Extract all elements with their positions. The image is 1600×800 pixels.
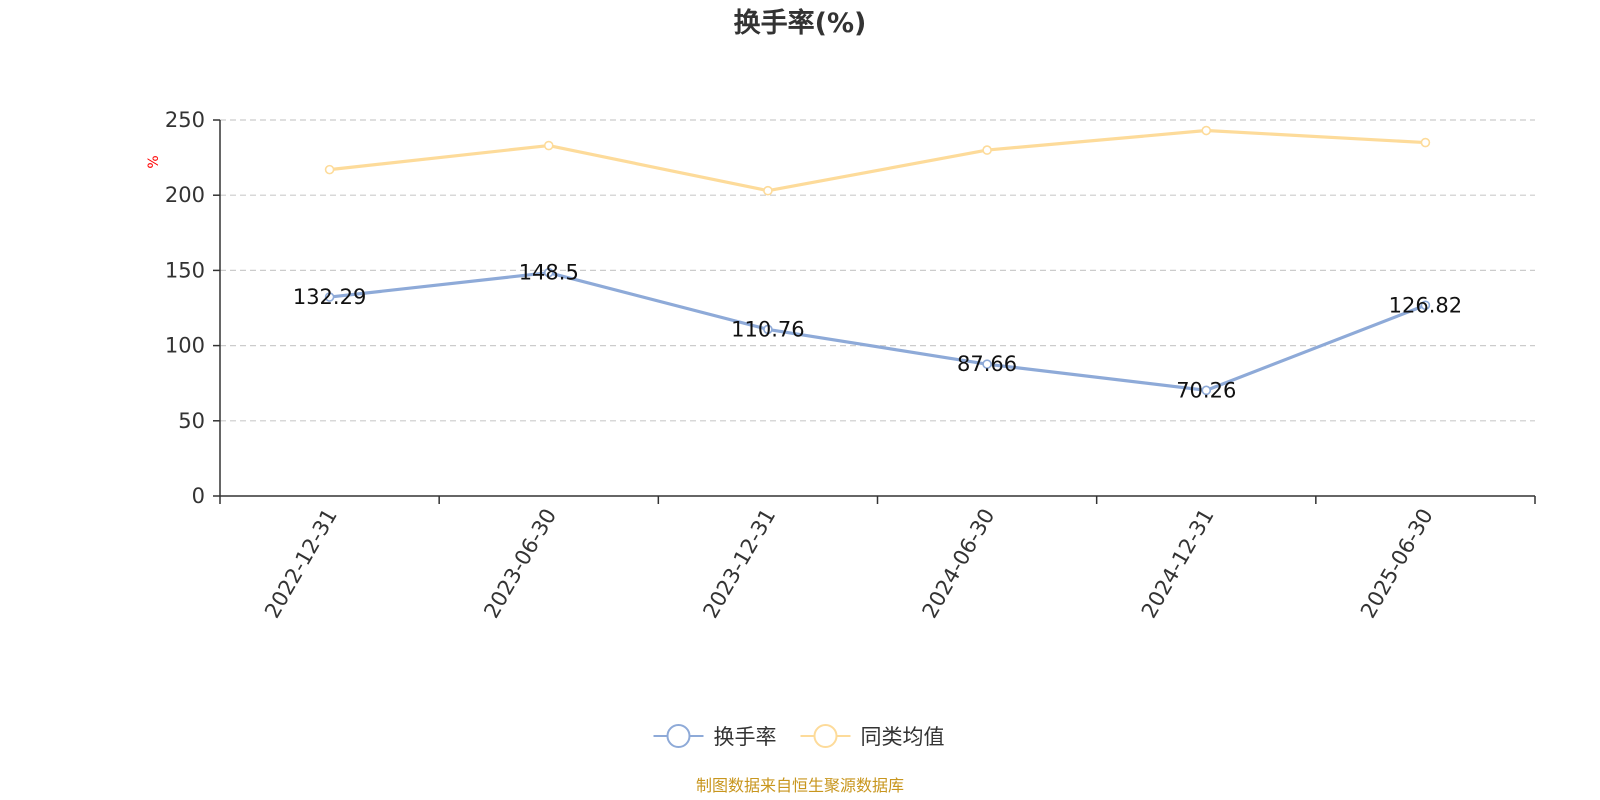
data-labels: 132.29 148.5 110.76 87.66 70.26 126.82 xyxy=(293,261,1462,403)
y-tick-label: 150 xyxy=(165,258,205,282)
data-point xyxy=(324,292,335,302)
data-point xyxy=(1420,300,1431,311)
gridlines xyxy=(220,119,1535,422)
series-layer xyxy=(324,125,1431,396)
x-tick-label: 2023-12-31 xyxy=(698,505,780,623)
data-point xyxy=(1201,385,1212,396)
source-note: 制图数据来自恒生聚源数据库 xyxy=(696,776,904,795)
data-point xyxy=(763,185,773,196)
data-point xyxy=(324,164,335,175)
y-axis-label: % xyxy=(146,155,162,168)
y-tick-label: 50 xyxy=(178,409,205,433)
data-label: 87.66 xyxy=(957,352,1017,376)
x-tick-label: 2023-06-30 xyxy=(479,505,561,623)
legend-label: 同类均值 xyxy=(861,725,945,749)
data-point xyxy=(982,359,992,369)
x-tick-label: 2022-12-31 xyxy=(260,505,342,623)
legend-item-1: 同类均值 xyxy=(800,724,945,749)
series-line-1 xyxy=(327,128,1428,193)
legend: 换手率 同类均值 xyxy=(653,724,945,749)
data-label: 132.29 xyxy=(293,285,366,309)
legend-marker xyxy=(666,724,691,748)
x-tick-label: 2024-06-30 xyxy=(918,504,1000,622)
y-tick-label: 0 xyxy=(192,484,205,508)
y-tick-label: 200 xyxy=(165,183,205,207)
legend-item-0: 换手率 xyxy=(653,724,777,749)
data-point xyxy=(1420,137,1431,148)
data-label: 70.26 xyxy=(1176,378,1236,402)
data-point xyxy=(543,140,554,151)
y-tick-label: 250 xyxy=(165,108,205,132)
chart-title: 换手率(%) xyxy=(734,7,867,39)
data-label: 126.82 xyxy=(1389,293,1462,317)
data-point xyxy=(763,324,773,335)
data-label: 148.5 xyxy=(519,261,579,285)
data-point xyxy=(982,145,992,155)
x-tick-label: 2024-12-31 xyxy=(1137,505,1219,623)
axes: 0 50 100 150 200 250 2022-12-31 2023-06-30 2023-… xyxy=(165,108,1536,623)
data-point xyxy=(543,267,554,278)
series-line-0 xyxy=(327,271,1428,392)
y-tick-label: 100 xyxy=(165,334,205,358)
data-label: 110.76 xyxy=(731,317,804,341)
data-point xyxy=(1201,125,1212,136)
legend-marker xyxy=(813,724,838,748)
x-tick-label: 2025-06-30 xyxy=(1356,505,1438,623)
legend-label: 换手率 xyxy=(714,725,777,749)
